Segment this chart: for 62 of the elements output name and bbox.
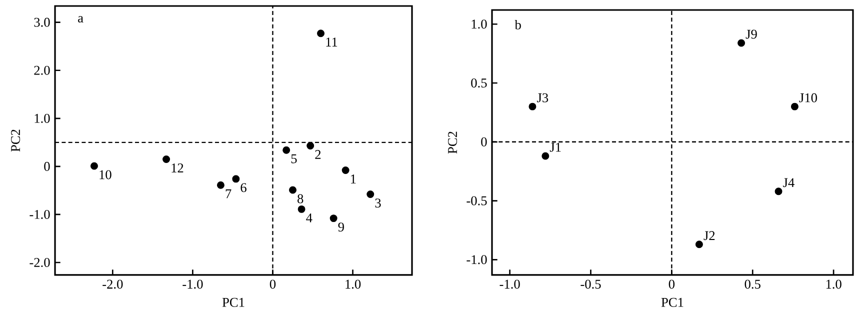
point <box>738 39 746 47</box>
y-tick-label: 0.5 <box>471 78 487 88</box>
point <box>330 214 338 222</box>
point <box>232 175 240 183</box>
x-tick-label: -1.0 <box>182 280 203 289</box>
annotation: 3 <box>375 198 381 208</box>
x-axis-title: PC1 <box>661 298 684 307</box>
y-tick-label: 3.0 <box>34 18 50 27</box>
annotation: 12 <box>172 164 184 172</box>
point <box>162 155 170 163</box>
annotation: a <box>78 16 84 22</box>
x-tick-label: 0 <box>270 280 276 289</box>
point <box>298 205 306 213</box>
point <box>366 190 374 198</box>
annotation: 11 <box>326 38 338 46</box>
x-tick-label: -2.0 <box>102 280 123 289</box>
annotation: 5 <box>291 154 297 164</box>
point <box>342 166 350 174</box>
y-tick-label: 2.0 <box>34 66 50 75</box>
point <box>542 152 550 160</box>
x-axis-title: PC1 <box>222 298 244 307</box>
y-tick-label: -0.5 <box>466 196 487 206</box>
x-tick-label: 1.0 <box>346 280 361 289</box>
annotation: 2 <box>315 150 321 159</box>
annotation: b <box>514 20 521 30</box>
y-tick-label: 0 <box>481 137 487 146</box>
annotation: 10 <box>100 170 112 180</box>
point <box>790 102 798 110</box>
y-tick-label: -1.0 <box>30 210 50 219</box>
x-tick-label: 0.5 <box>744 280 760 289</box>
annotation: J3 <box>537 93 548 102</box>
annotation: J9 <box>746 30 757 39</box>
annotation: 6 <box>240 183 246 192</box>
x-tick-label: 0 <box>668 280 675 289</box>
y-tick-label: 1.0 <box>34 114 50 123</box>
point <box>90 162 98 170</box>
point <box>289 186 296 194</box>
point <box>695 240 703 248</box>
y-axis-title: PC2 <box>11 130 20 152</box>
point <box>774 188 782 196</box>
annotation: J10 <box>799 93 817 102</box>
point <box>317 30 324 38</box>
y-tick-label: -1.0 <box>466 255 487 264</box>
x-tick-label: -0.5 <box>580 280 601 289</box>
annotation: 1 <box>351 174 356 184</box>
y-tick-label: 1.0 <box>472 20 487 29</box>
point <box>306 142 314 150</box>
annotation: 7 <box>226 189 232 198</box>
annotation: 8 <box>298 194 304 204</box>
y-tick-label: 0 <box>44 162 50 171</box>
point <box>216 181 224 189</box>
point <box>528 102 536 110</box>
y-tick-label: -2.0 <box>30 258 50 268</box>
annotation: J4 <box>783 178 794 188</box>
annotation: J1 <box>550 142 561 152</box>
y-axis-title: PC2 <box>448 132 458 154</box>
annotation: 4 <box>306 213 312 222</box>
annotation: J2 <box>704 231 715 240</box>
x-tick-label: 1.0 <box>826 280 842 289</box>
point <box>282 146 290 154</box>
annotation: 9 <box>338 222 344 232</box>
x-tick-label: -1.0 <box>500 280 520 289</box>
